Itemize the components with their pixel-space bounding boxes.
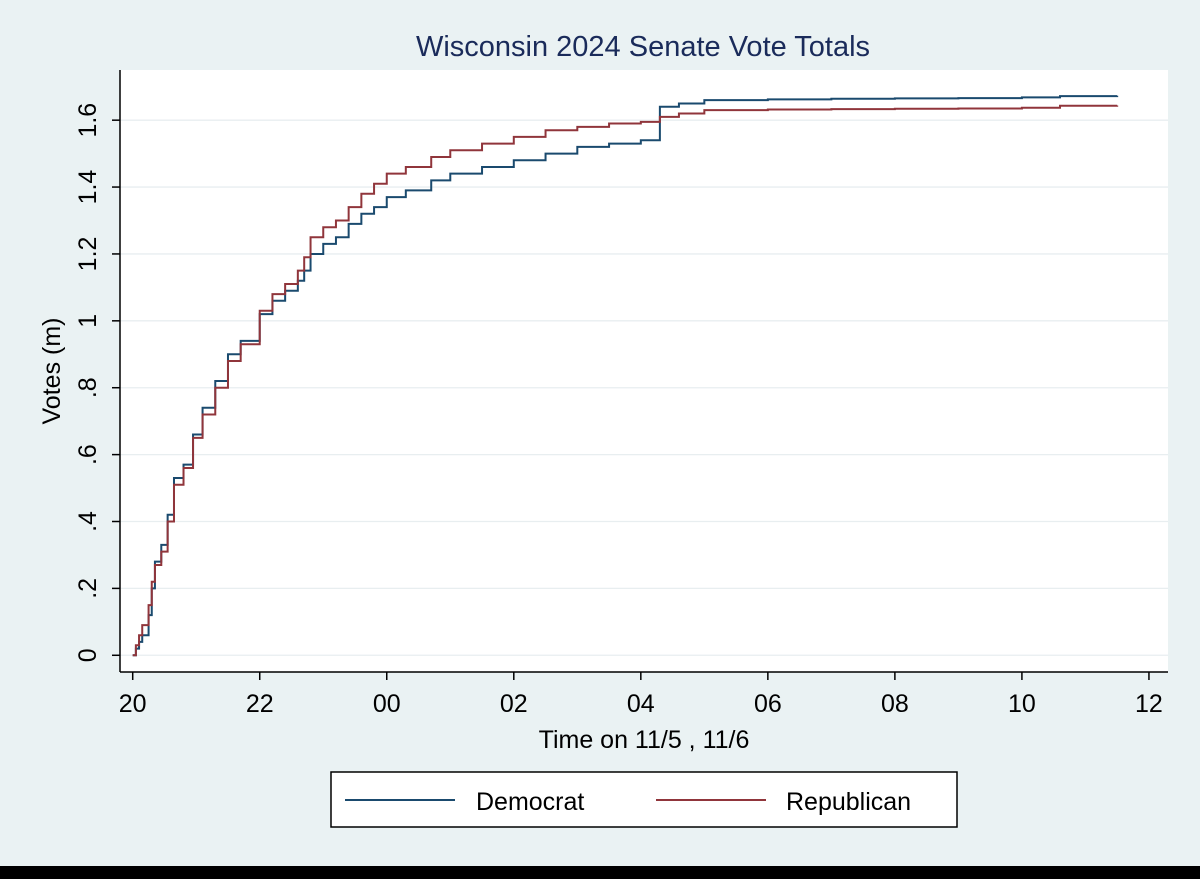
- axes: 0 .2 .4 .6 .8 1 1.2 1.4 1.6 20 22 00 02 04 06 08 10 12: [74, 70, 1168, 718]
- x-tick-label-5: 06: [754, 690, 782, 718]
- series-lines: [132, 95, 1119, 657]
- legend-label-republican: Republican: [786, 788, 911, 816]
- y-tick-label-3: .6: [74, 444, 102, 465]
- x-tick-label-2: 00: [373, 690, 401, 718]
- y-tick-label-7: 1.4: [74, 170, 102, 205]
- x-tick-label-1: 22: [246, 690, 274, 718]
- x-tick-label-8: 12: [1135, 690, 1163, 718]
- x-tick-label-4: 04: [627, 690, 655, 718]
- bottom-black-bar: [0, 866, 1200, 879]
- y-axis-title: Votes (m): [38, 318, 66, 425]
- y-tick-label-5: 1: [74, 314, 102, 328]
- x-tick-label-6: 08: [881, 690, 909, 718]
- series-line-republican: [132, 104, 1119, 657]
- x-tick-label-7: 10: [1008, 690, 1036, 718]
- y-tick-label-2: .4: [74, 511, 102, 532]
- y-tick-label-8: 1.6: [74, 103, 102, 138]
- legend: Democrat Republican: [330, 771, 958, 828]
- y-tick-label-4: .8: [74, 377, 102, 398]
- x-axis-title: Time on 11/5 , 11/6: [539, 726, 750, 754]
- chart-title: Wisconsin 2024 Senate Vote Totals: [416, 31, 870, 63]
- plot-area: [120, 70, 1168, 672]
- x-tick-label-3: 02: [500, 690, 528, 718]
- y-tick-label-6: 1.2: [74, 237, 102, 272]
- legend-box: [330, 771, 958, 828]
- y-tick-label-1: .2: [74, 578, 102, 599]
- x-tick-label-0: 20: [119, 690, 147, 718]
- y-tick-label-0: 0: [74, 648, 102, 662]
- legend-label-democrat: Democrat: [476, 788, 584, 816]
- gridlines: [120, 119, 1168, 656]
